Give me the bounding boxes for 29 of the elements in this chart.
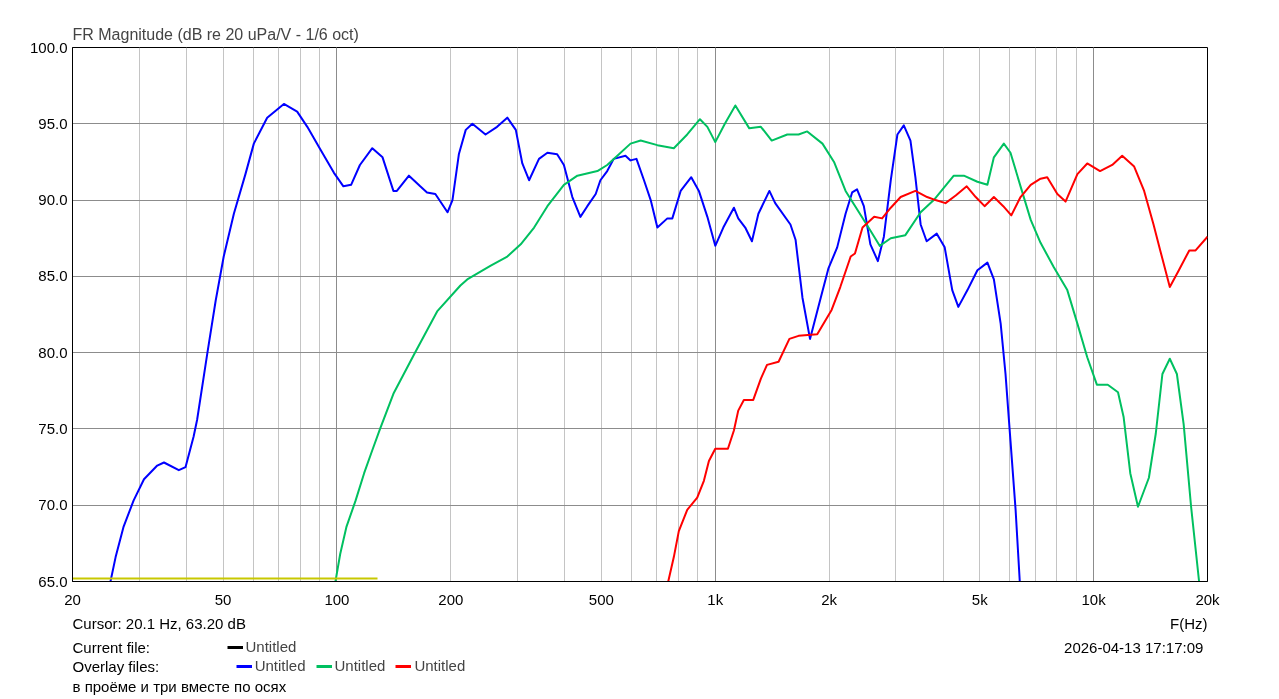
x-tick-label: 500: [588, 590, 614, 608]
x-tick-label: 100: [324, 590, 350, 608]
y-tick-label: 95.0: [38, 114, 68, 132]
y-tick-label: 80.0: [38, 343, 68, 361]
legend-label: Untitled: [254, 657, 306, 674]
y-tick-label: 100.0: [29, 38, 68, 56]
text: в проёме и три вместе по осях: [72, 678, 287, 695]
legend-label: Untitled: [334, 657, 386, 674]
legend-label: Untitled: [414, 657, 466, 674]
y-tick-label: 90.0: [38, 191, 68, 209]
x-tick-label: 10k: [1081, 590, 1107, 608]
y-tick-label: 65.0: [38, 572, 68, 590]
legend-title: Overlay files:: [72, 658, 160, 675]
y-tick-label: 70.0: [38, 496, 68, 514]
text: Cursor: 20.1 Hz, 63.20 dB: [72, 615, 246, 632]
x-tick-label: 20: [64, 590, 81, 608]
y-tick-label: 75.0: [38, 419, 68, 437]
x-tick-label: 2k: [821, 590, 838, 608]
chart-title: FR Magnitude (dB re 20 uPa/V - 1/6 oct): [72, 26, 359, 43]
text: 2026-04-13 17:17:09: [1064, 639, 1204, 656]
x-tick-label: 200: [438, 590, 464, 608]
x-tick-label: 1k: [707, 590, 724, 608]
legend-label: Untitled: [245, 638, 297, 655]
y-tick-label: 85.0: [38, 267, 68, 285]
x-tick-label: 50: [214, 590, 232, 608]
x-axis-title: F(Hz): [1170, 615, 1208, 632]
x-tick-label: 5k: [971, 590, 989, 608]
x-tick-label: 20k: [1195, 590, 1221, 608]
text: Current file:: [72, 639, 151, 656]
